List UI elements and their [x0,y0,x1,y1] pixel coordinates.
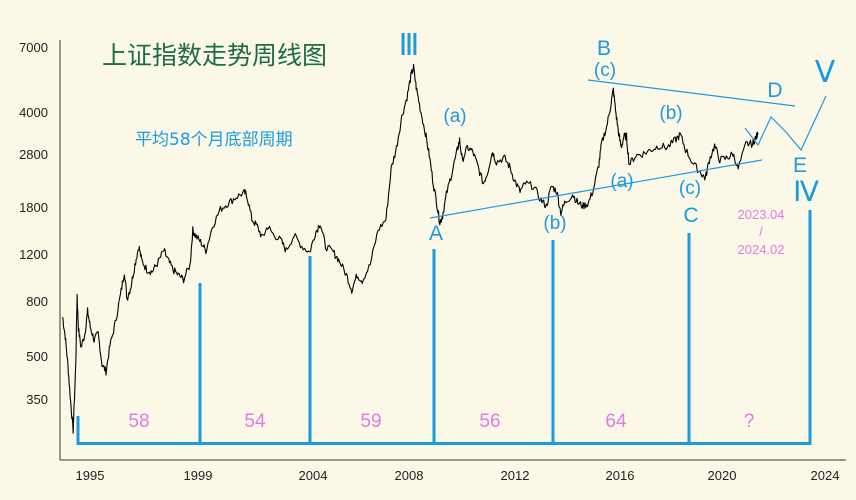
x-tick-label: 1999 [184,468,213,483]
x-tick-label: 2008 [395,468,424,483]
wave-label-D: D [767,79,782,102]
x-tick-label: 2024 [811,468,840,483]
cycle-length-label: 54 [244,411,266,432]
chart-title: 上证指数走势周线图 [102,41,327,70]
x-tick-label: 2016 [606,468,635,483]
wave-label-c-sub-2: (c) [679,178,701,199]
y-tick-label: 4000 [19,105,48,120]
lower-trendline [429,159,763,219]
upper-trendline [587,79,796,107]
cycle-length-label: 59 [360,411,381,432]
x-tick-label: 1995 [76,468,105,483]
projected-wave-path [744,95,827,152]
wave-label-b-sub-1: (b) [543,213,566,234]
wave-label-v: Ⅴ [815,56,836,89]
wave-label-iv: Ⅳ [793,176,819,207]
forecast-separator: / [759,224,763,239]
y-tick-label: 1800 [19,200,48,215]
x-tick-label: 2004 [299,468,328,483]
wave-label-c-sub-1: (c) [594,60,616,81]
chart-subtitle: 平均58个月底部周期 [135,130,293,150]
forecast-start-date: 2023.04 [738,207,785,222]
cycle-length-label: 58 [128,411,149,432]
cycle-labels: 58 54 59 56 64 ? [128,411,754,432]
wave-label-b-sub-2: (b) [659,103,682,124]
cycle-length-label: 64 [605,411,627,432]
y-tick-label: 7000 [19,40,48,55]
x-tick-label: 2012 [501,468,530,483]
y-tick-label: 800 [26,294,48,309]
wave-label-B: B [597,37,611,60]
wave-label-E: E [793,154,807,177]
x-ticks: 1995 1999 2004 2008 2012 2016 2020 2024 [76,468,840,483]
wave-label-a-sub-2: (a) [610,171,633,192]
x-tick-label: 2020 [708,468,737,483]
price-series-line [62,63,759,434]
y-tick-label: 2800 [19,147,48,162]
wave-label-a-sub-1: (a) [443,106,466,127]
annotations [76,79,827,445]
y-tick-label: 500 [26,349,48,364]
forecast-end-date: 2024.02 [738,242,785,257]
wave-label-C: C [683,204,698,227]
y-tick-label: 1200 [19,247,48,262]
wave-labels: Ⅲ (a) A (b) B (c) (a) (b) (c) C D E Ⅳ Ⅴ [399,29,836,245]
forecast-window: 2023.04 / 2024.02 [738,207,785,257]
wave-label-iii: Ⅲ [399,29,420,62]
cycle-length-label: 56 [479,411,500,432]
cycle-length-label: ? [744,411,755,432]
y-ticks: 7000 4000 2800 1800 1200 800 500 350 [19,40,48,407]
y-tick-label: 350 [26,392,48,407]
wave-label-A: A [429,222,443,245]
